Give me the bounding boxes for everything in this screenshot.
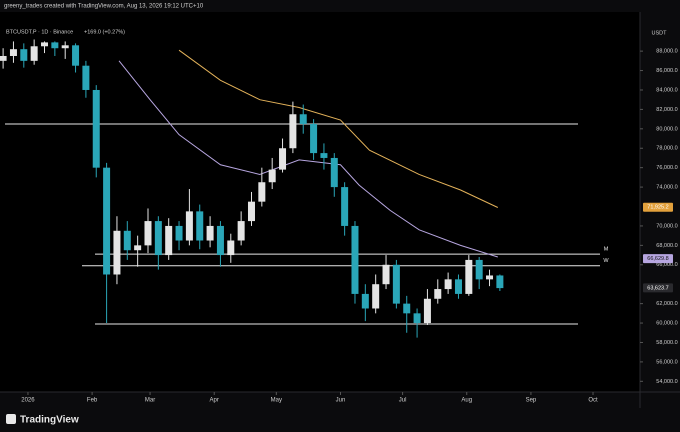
candle-body (165, 225, 173, 256)
y-tick-label: 68,000.0 (656, 243, 677, 249)
candle-body (475, 259, 483, 280)
candle-body (9, 49, 17, 56)
x-tick-label: Feb (87, 398, 98, 404)
candle-body (382, 264, 390, 285)
y-tick-label: 78,000.0 (656, 146, 677, 152)
candle-body (413, 313, 421, 324)
level-label: W (603, 258, 609, 264)
candle-body (0, 55, 7, 61)
y-tick-label: 74,000.0 (656, 185, 677, 191)
candle-body (268, 169, 276, 183)
plot-area (0, 12, 640, 392)
candle-body (444, 279, 452, 290)
price-label: 63,623.7 (647, 285, 668, 291)
candle-body (51, 42, 59, 49)
y-tick-label: 66,000.0 (656, 262, 677, 268)
candle-body (206, 225, 214, 241)
candle-body (279, 148, 287, 170)
price-label-box (643, 254, 673, 264)
y-tick-label: 56,000.0 (656, 359, 677, 365)
candle-body (330, 157, 338, 188)
candle-body (289, 114, 297, 149)
candle-body (403, 303, 411, 314)
candle-body (175, 225, 183, 241)
candle-body (41, 42, 49, 47)
x-tick-label: May (271, 398, 282, 404)
candle-body (361, 293, 369, 309)
candle-body (82, 65, 90, 90)
y-tick-label: 76,000.0 (656, 165, 677, 171)
candle-body (72, 45, 80, 66)
candle-body (465, 259, 473, 294)
candle-body (185, 211, 193, 241)
candle-body (486, 275, 494, 280)
x-tick-label: Jun (336, 398, 346, 404)
candle-body (113, 230, 121, 275)
y-tick-label: 84,000.0 (656, 87, 677, 93)
moving-average (178, 49, 499, 208)
x-tick-label: Jul (399, 398, 407, 404)
y-tick-label: 82,000.0 (656, 107, 677, 113)
candle-body (216, 225, 224, 256)
candle-body (258, 182, 266, 202)
price-label: 66,629.8 (647, 256, 668, 262)
candle-body (237, 221, 245, 241)
footer: TradingView (20, 415, 79, 426)
candle-body (61, 45, 69, 49)
candle-body (454, 279, 462, 294)
currency: USDT (652, 30, 668, 36)
change: +169.0 (+0.27%) (84, 29, 125, 35)
candle-body (103, 167, 111, 275)
x-tick-label: Aug (461, 398, 472, 404)
candle-body (92, 89, 100, 168)
candle-body (310, 123, 318, 154)
price-label: 71,925.2 (647, 205, 668, 211)
x-tick-label: Apr (210, 398, 219, 404)
y-tick-label: 80,000.0 (656, 126, 677, 132)
candle-body (320, 153, 328, 158)
candle-body (434, 289, 442, 299)
candle-body (423, 298, 431, 324)
header: greeny_trades created with TradingView.c… (4, 4, 204, 10)
moving-average (118, 60, 498, 258)
y-tick-label: 88,000.0 (656, 49, 677, 55)
candle-body (351, 225, 359, 294)
level-label: M (604, 247, 609, 253)
candle-body (247, 201, 255, 222)
y-tick-label: 54,000.0 (656, 379, 677, 385)
candle-body (20, 49, 28, 61)
plot (0, 39, 600, 338)
logo: TradingView (6, 414, 79, 426)
candle-body (144, 221, 152, 246)
candle-body (341, 187, 349, 226)
candle-body (392, 264, 400, 304)
candle-body (227, 240, 235, 256)
candle-body (134, 245, 142, 251)
y-tick-label: 62,000.0 (656, 301, 677, 307)
price-label-box (643, 202, 673, 212)
x-tick-label: 2026 (21, 398, 35, 404)
y-tick-label: 70,000.0 (656, 223, 677, 229)
candle-body (299, 114, 307, 124)
y-tick-label: 60,000.0 (656, 321, 677, 327)
y-tick-label: 86,000.0 (656, 68, 677, 74)
candle-body (196, 211, 204, 241)
x-tick-label: Oct (588, 398, 598, 404)
candle-body (154, 221, 162, 256)
candle-body (372, 284, 380, 309)
y-tick-label: 58,000.0 (656, 340, 677, 346)
candle-body (30, 46, 38, 61)
x-tick-label: Sep (526, 398, 537, 404)
candle-body (496, 275, 504, 289)
x-tick-label: Mar (145, 398, 155, 404)
symbol: BTCUSDT.P · 1D · Binance (6, 29, 73, 35)
price-label-box (643, 283, 673, 293)
candle-body (123, 230, 131, 251)
